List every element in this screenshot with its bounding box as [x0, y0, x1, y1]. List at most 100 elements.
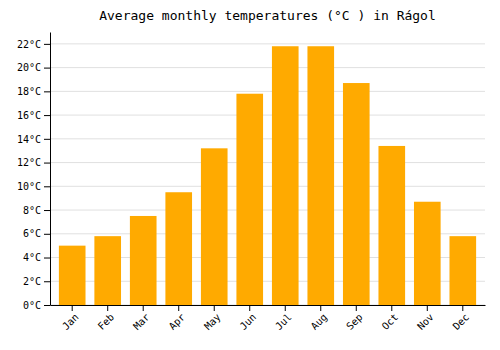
tick: 8°C: [23, 205, 50, 216]
tick: Mar: [131, 305, 152, 332]
tick-mark: [44, 305, 50, 306]
tick-mark: [44, 234, 50, 235]
tick-label: 20°C: [17, 62, 41, 73]
tick-label: 10°C: [17, 181, 41, 192]
title: Average monthly temperatures (°C ) in Rá…: [99, 8, 436, 23]
tick-mark: [356, 305, 357, 311]
grid-line: [50, 138, 485, 139]
bar: [378, 146, 405, 305]
tick-label: Feb: [96, 311, 117, 332]
tick: Feb: [96, 305, 117, 332]
tick: 0°C: [23, 300, 50, 311]
tick-mark: [462, 305, 463, 311]
tick-label: 0°C: [23, 300, 41, 311]
tick: 22°C: [17, 39, 50, 50]
tick-label: 16°C: [17, 110, 41, 121]
tick-mark: [44, 44, 50, 45]
plot: 0°C 2°C 4°C 6°C 8°C 10°C 12°C 14°C 16°C 18°C 20°C 2…: [17, 33, 486, 332]
tick-mark: [107, 305, 108, 311]
tick-label: 18°C: [17, 86, 41, 97]
tick-label: Aug: [309, 311, 330, 332]
tick-mark: [44, 68, 50, 69]
tick-mark: [44, 186, 50, 187]
tick-mark: [44, 139, 50, 140]
tick: Sep: [344, 305, 365, 332]
tick: Aug: [309, 305, 330, 332]
tick: Dec: [451, 305, 472, 332]
tick: 10°C: [17, 181, 50, 192]
tick-label: Oct: [380, 311, 401, 332]
tick: Apr: [167, 305, 188, 332]
tick-mark: [72, 305, 73, 311]
grid-line: [50, 91, 485, 92]
tick-label: Jan: [60, 311, 81, 332]
tick-label: Sep: [344, 311, 365, 332]
bar: [94, 236, 121, 305]
tick-mark: [178, 305, 179, 311]
tick: Jan: [60, 305, 81, 332]
bar: [236, 94, 263, 305]
grid: [50, 44, 485, 305]
grid-line: [50, 43, 485, 44]
bar: [307, 46, 334, 305]
tick-label: Nov: [415, 311, 436, 332]
tick-mark: [391, 305, 392, 311]
bar: [414, 202, 441, 305]
tick: Nov: [415, 305, 436, 332]
x-axis: Jan Feb Mar Apr May Jun Jul Aug Sep Oct Nov Dec: [51, 305, 486, 332]
bar: [59, 246, 86, 305]
chart: 0°C 2°C 4°C 6°C 8°C 10°C 12°C 14°C 16°C 18°C 20°C 2…: [0, 0, 500, 350]
tick-mark: [44, 115, 50, 116]
tick-label: Mar: [131, 311, 152, 332]
tick-mark: [143, 305, 144, 311]
tick: 18°C: [17, 86, 50, 97]
tick-mark: [44, 91, 50, 92]
tick-label: 6°C: [23, 228, 41, 239]
tick: May: [202, 305, 223, 332]
tick-label: Jun: [238, 311, 259, 332]
tick: 20°C: [17, 62, 50, 73]
y-axis: 0°C 2°C 4°C 6°C 8°C 10°C 12°C 14°C 16°C 18°C 20°C 2…: [17, 33, 51, 311]
bars: [59, 46, 476, 305]
tick: Jul: [273, 305, 294, 332]
tick-mark: [285, 305, 286, 311]
axis-line: [50, 33, 51, 306]
tick-label: 2°C: [23, 276, 41, 287]
grid-line: [50, 162, 485, 163]
tick-label: Dec: [451, 311, 472, 332]
tick-mark: [249, 305, 250, 311]
tick: 12°C: [17, 157, 50, 168]
tick: 4°C: [23, 252, 50, 263]
tick-mark: [44, 281, 50, 282]
tick-label: Jul: [273, 311, 294, 332]
grid-line: [50, 115, 485, 116]
tick-label: 4°C: [23, 252, 41, 263]
tick-label: 8°C: [23, 205, 41, 216]
tick: 16°C: [17, 110, 50, 121]
tick-mark: [320, 305, 321, 311]
bar: [201, 148, 228, 305]
tick-label: Apr: [167, 311, 188, 332]
bar: [165, 192, 192, 305]
tick-mark: [214, 305, 215, 311]
tick-mark: [44, 210, 50, 211]
tick: 6°C: [23, 228, 50, 239]
tick: 14°C: [17, 134, 50, 145]
grid-line: [50, 186, 485, 187]
tick-label: 14°C: [17, 134, 41, 145]
grid-line: [50, 67, 485, 68]
tick-label: 12°C: [17, 157, 41, 168]
tick: Jun: [238, 305, 259, 332]
tick-mark: [44, 163, 50, 164]
tick-label: 22°C: [17, 39, 41, 50]
bar: [272, 46, 299, 305]
tick: Oct: [380, 305, 401, 332]
tick-mark: [427, 305, 428, 311]
bar: [130, 216, 157, 305]
tick-mark: [44, 258, 50, 259]
tick: 2°C: [23, 276, 50, 287]
tick-label: May: [202, 311, 223, 332]
bar: [343, 83, 370, 305]
axis-line: [51, 305, 486, 306]
bar: [449, 236, 476, 305]
